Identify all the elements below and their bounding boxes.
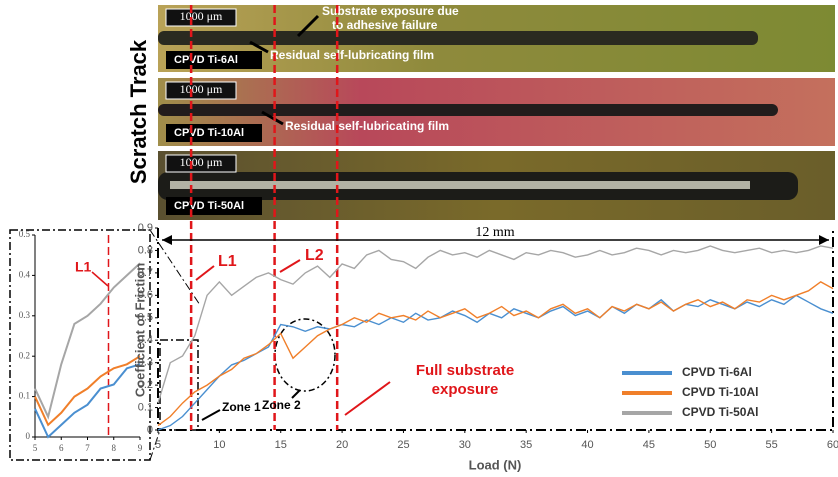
arrow: [296, 14, 320, 38]
x-axis-title: Load (N): [469, 457, 522, 472]
marker-label: Full substrate exposure: [416, 362, 514, 398]
annotation: Residual self-lubricating film: [270, 48, 434, 62]
scratch-groove: [170, 181, 750, 189]
scale-bar: 1000 μm: [180, 155, 223, 169]
legend-label: CPVD Ti-50Al: [682, 405, 758, 419]
arrow: [91, 271, 109, 287]
marker-label: L2: [305, 247, 324, 264]
x-tick-label: 10: [213, 439, 225, 451]
sample-label: CPVD Ti-50Al: [174, 200, 244, 212]
y-tick-label: 0.7: [138, 267, 153, 279]
marker-label: L1: [75, 259, 92, 275]
x-tick-label: 30: [459, 439, 471, 451]
annotation: to adhesive failure: [332, 18, 438, 32]
scale-bar: 1000 μm: [180, 9, 223, 23]
scale-bar-box: [165, 8, 237, 27]
zone-circle: [274, 318, 336, 392]
y-tick-label: 0.3: [138, 357, 153, 369]
y-tick-label: 0.1: [19, 391, 30, 401]
inset: [9, 229, 201, 461]
y-tick-label: 0.8: [138, 244, 153, 256]
arrow: [279, 259, 301, 273]
axis-frame: [157, 228, 834, 431]
x-tick-label: 45: [643, 439, 655, 451]
legend-label: CPVD Ti-10Al: [682, 385, 758, 399]
y-tick-label: 0.9: [138, 222, 153, 234]
marker-label: L1: [218, 253, 237, 270]
legend-label: CPVD Ti-6Al: [682, 365, 752, 379]
y-tick-label: 0: [26, 431, 31, 441]
series-line: [34, 363, 141, 439]
marker-label-line: exposure: [432, 381, 499, 398]
scratch-groove: [158, 104, 778, 116]
series-line: [157, 281, 834, 427]
x-tick-label: 55: [766, 439, 778, 451]
scale-bar: 1000 μm: [180, 82, 223, 96]
y-tick-label: 0.2: [19, 350, 30, 360]
scale-bar-box: [165, 154, 237, 173]
y-tick-label: 0.1: [138, 401, 153, 413]
y-tick-label: 0.5: [19, 229, 31, 239]
span-label: 12 mm: [475, 225, 514, 240]
arrow: [261, 110, 284, 126]
axis-frame: [34, 235, 140, 438]
x-tick-label: 9: [138, 443, 143, 453]
scratch-groove: [158, 31, 758, 45]
y-tick-label: 0: [147, 424, 153, 436]
connector: [149, 229, 201, 306]
y-tick-label: 0.6: [138, 289, 153, 301]
zone-label: Zone 2: [262, 398, 301, 412]
x-tick-label: 6: [59, 443, 64, 453]
marker-label-line: Full substrate: [416, 362, 514, 379]
x-tick-label: 60: [827, 439, 838, 451]
x-tick-label: 5: [33, 443, 38, 453]
y-tick-label: 0.5: [138, 312, 153, 324]
x-tick-label: 50: [704, 439, 716, 451]
x-tick-label: 20: [336, 439, 348, 451]
x-tick-label: 25: [397, 439, 409, 451]
arrow: [195, 265, 215, 281]
y-tick-label: 0.3: [19, 310, 31, 320]
annotation: Residual self-lubricating film: [285, 119, 449, 133]
x-tick-label: 40: [581, 439, 593, 451]
arrow: [344, 381, 391, 416]
x-tick-label: 35: [520, 439, 532, 451]
y-tick-label: 0.4: [138, 334, 153, 346]
connector: [149, 429, 161, 461]
y-axis-title: Coefficient of Friction: [132, 263, 147, 397]
x-tick-label: 8: [112, 443, 117, 453]
inset-frame: [9, 229, 151, 461]
x-tick-label: 15: [275, 439, 287, 451]
scratch-track-label: Scratch Track: [126, 39, 151, 184]
x-tick-label: 7: [85, 443, 90, 453]
y-tick-label: 0.2: [138, 379, 153, 391]
sample-label: CPVD Ti-10Al: [174, 127, 244, 139]
arrow: [249, 40, 269, 54]
y-tick-label: 0.4: [19, 269, 31, 279]
zone-label: Zone 1: [222, 400, 261, 414]
series-line: [34, 355, 141, 427]
series-line: [157, 245, 834, 404]
arrow: [291, 389, 301, 399]
series-line: [34, 262, 141, 420]
scale-bar-box: [165, 81, 237, 100]
annotation: Substrate exposure due: [322, 4, 459, 18]
arrow: [201, 409, 221, 421]
x-tick-label: 5: [155, 439, 161, 451]
sample-label: CPVD Ti-6Al: [174, 54, 238, 66]
